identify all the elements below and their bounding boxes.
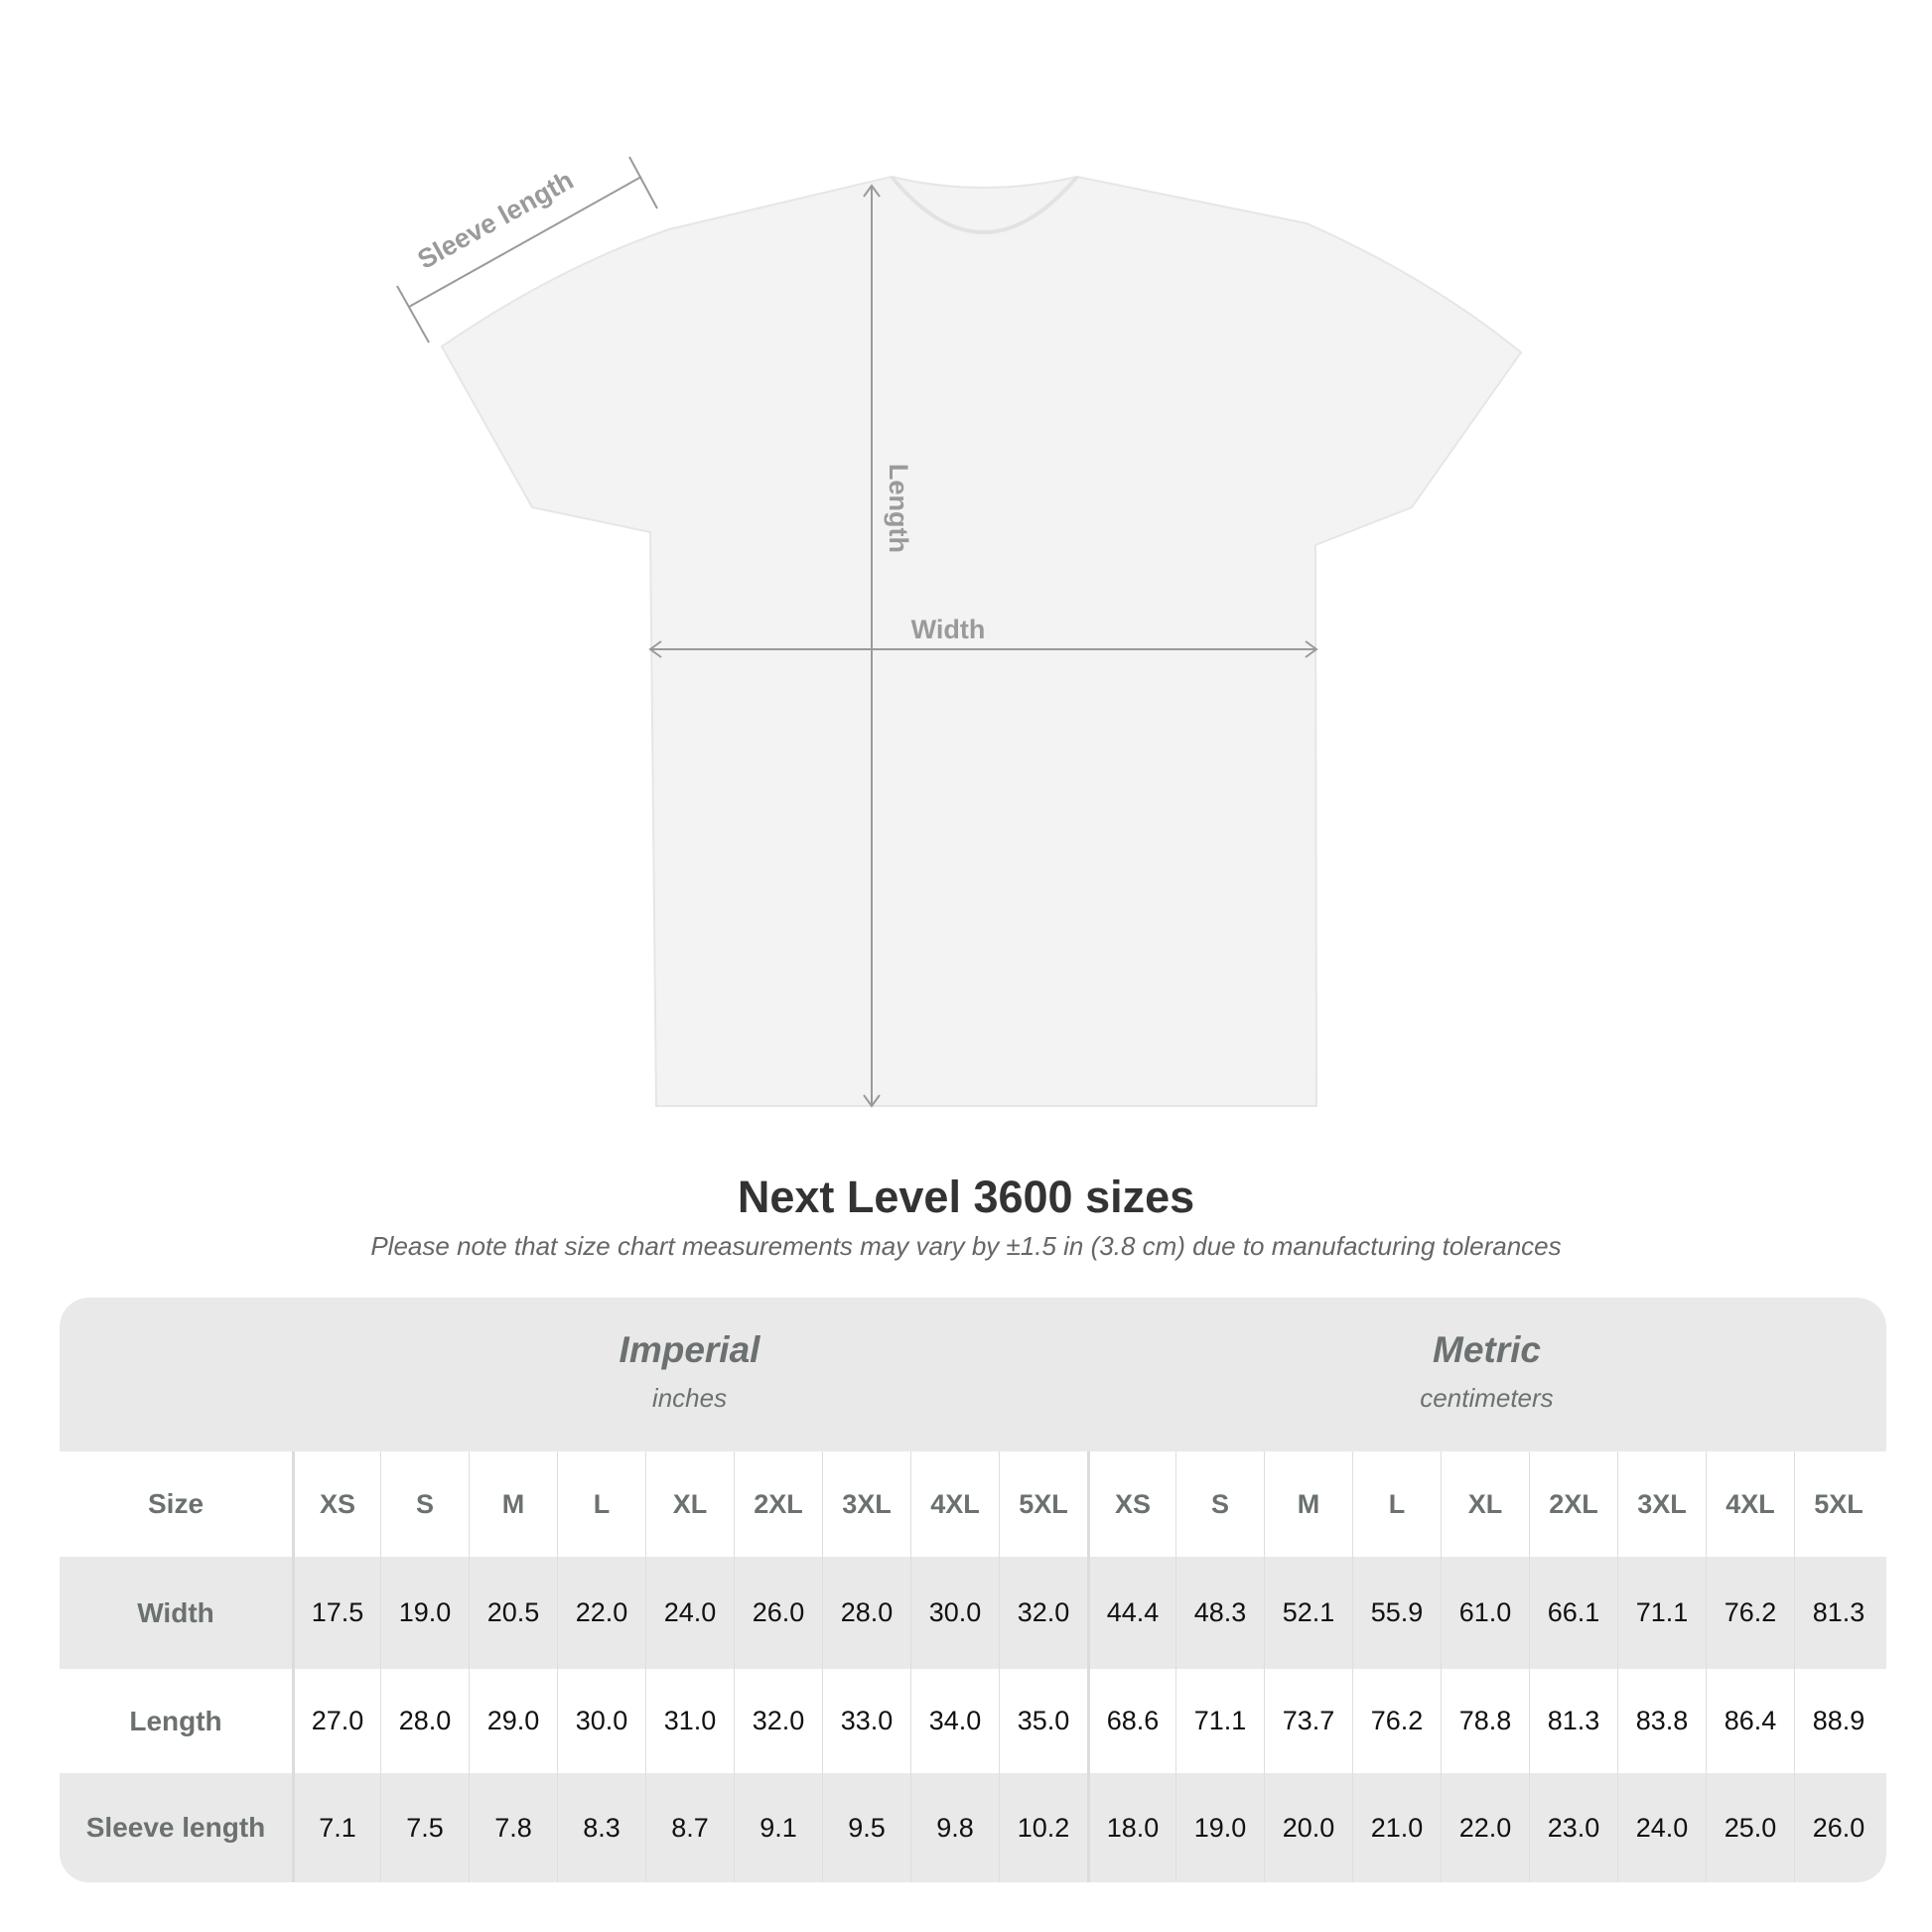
imperial-value-cell: 8.3 [557, 1773, 645, 1882]
metric-value-cell: 25.0 [1706, 1773, 1794, 1882]
tshirt-collar [890, 175, 1079, 234]
length-label: Length [884, 464, 913, 553]
metric-value-cell: 86.4 [1706, 1669, 1794, 1773]
size-header-cell: XS [292, 1451, 380, 1557]
imperial-value-cell: 31.0 [645, 1669, 734, 1773]
metric-value-cell: 81.3 [1529, 1669, 1617, 1773]
row-label: Size [147, 1488, 205, 1519]
metric-value-cell: 68.6 [1087, 1669, 1175, 1773]
imperial-header: Imperial inches [292, 1298, 1087, 1451]
size-header-cell: XS [1087, 1451, 1175, 1557]
size-header-cell: M [469, 1451, 557, 1557]
size-header-cell: 5XL [999, 1451, 1087, 1557]
metric-value-cell: 66.1 [1529, 1557, 1617, 1669]
size-header-cell: L [557, 1451, 645, 1557]
imperial-value-cell: 30.0 [910, 1557, 999, 1669]
size-header-cell: S [380, 1451, 469, 1557]
imperial-value-cell: 27.0 [292, 1669, 380, 1773]
width-label: Width [911, 615, 986, 644]
row-label: Width [137, 1596, 214, 1628]
imperial-value-cell: 19.0 [380, 1557, 469, 1669]
metric-value-cell: 71.1 [1617, 1557, 1706, 1669]
metric-value-cell: 61.0 [1441, 1557, 1529, 1669]
size-header-cell: 3XL [822, 1451, 910, 1557]
sleeve-measure-line [408, 176, 642, 308]
metric-value-cell: 26.0 [1794, 1773, 1882, 1882]
imperial-unit: inches [651, 1383, 728, 1413]
imperial-value-cell: 10.2 [999, 1773, 1087, 1882]
size-header-cell: 4XL [1706, 1451, 1794, 1557]
metric-value-cell: 21.0 [1352, 1773, 1441, 1882]
size-header-cell: S [1175, 1451, 1264, 1557]
metric-header: Metric centimeters [1087, 1298, 1886, 1451]
imperial-value-cell: 28.0 [380, 1669, 469, 1773]
imperial-value-cell: 33.0 [822, 1669, 910, 1773]
imperial-value-cell: 7.5 [380, 1773, 469, 1882]
size-header-cell: 3XL [1617, 1451, 1706, 1557]
metric-value-cell: 48.3 [1175, 1557, 1264, 1669]
metric-value-cell: 52.1 [1264, 1557, 1352, 1669]
row-label: Sleeve length [85, 1812, 266, 1843]
size-header-cell: 2XL [734, 1451, 822, 1557]
metric-value-cell: 19.0 [1175, 1773, 1264, 1882]
size-header-cell: L [1352, 1451, 1441, 1557]
imperial-value-cell: 29.0 [469, 1669, 557, 1773]
imperial-value-cell: 7.1 [292, 1773, 380, 1882]
metric-title: Metric [1433, 1329, 1541, 1370]
imperial-value-cell: 7.8 [469, 1773, 557, 1882]
metric-value-cell: 76.2 [1352, 1669, 1441, 1773]
metric-value-cell: 24.0 [1617, 1773, 1706, 1882]
tshirt-shape [440, 175, 1523, 1107]
size-header-cell: XL [645, 1451, 734, 1557]
imperial-value-cell: 26.0 [734, 1557, 822, 1669]
tolerance-note: Please note that size chart measurements… [370, 1231, 1562, 1261]
metric-value-cell: 20.0 [1264, 1773, 1352, 1882]
imperial-title: Imperial [619, 1329, 760, 1370]
metric-value-cell: 73.7 [1264, 1669, 1352, 1773]
imperial-value-cell: 9.1 [734, 1773, 822, 1882]
size-table: Imperial inches Metric centimeters Size X… [60, 1298, 1886, 1882]
imperial-value-cell: 35.0 [999, 1669, 1087, 1773]
table-row: Sleeve length 7.1 7.5 7.8 8.3 8.7 9.1 9.5 9.8 10.… [60, 1773, 1886, 1882]
imperial-value-cell: 32.0 [734, 1669, 822, 1773]
imperial-value-cell: 20.5 [469, 1557, 557, 1669]
metric-value-cell: 83.8 [1617, 1669, 1706, 1773]
size-header-cell: 5XL [1794, 1451, 1882, 1557]
imperial-value-cell: 34.0 [910, 1669, 999, 1773]
table-row: Length 27.0 28.0 29.0 30.0 31.0 32.0 33.0 34.0 35… [60, 1669, 1886, 1773]
page-title: Next Level 3600 sizes [737, 1172, 1195, 1222]
metric-value-cell: 55.9 [1352, 1557, 1441, 1669]
imperial-value-cell: 30.0 [557, 1669, 645, 1773]
table-row: Width 17.5 19.0 20.5 22.0 24.0 26.0 28.0 30.0 32.… [60, 1557, 1886, 1669]
metric-value-cell: 22.0 [1441, 1773, 1529, 1882]
imperial-value-cell: 9.5 [822, 1773, 910, 1882]
metric-value-cell: 44.4 [1087, 1557, 1175, 1669]
metric-value-cell: 18.0 [1087, 1773, 1175, 1882]
imperial-value-cell: 9.8 [910, 1773, 999, 1882]
size-header-cell: XL [1441, 1451, 1529, 1557]
row-label: Length [129, 1705, 222, 1736]
imperial-value-cell: 28.0 [822, 1557, 910, 1669]
imperial-value-cell: 17.5 [292, 1557, 380, 1669]
size-header-row: Size XS S M L XL 2XL 3XL 4XL 5XL XS S M L XL 2XL 3XL 4XL 5… [60, 1451, 1886, 1557]
metric-unit: centimeters [1420, 1383, 1554, 1413]
size-header-cell: 2XL [1529, 1451, 1617, 1557]
imperial-value-cell: 22.0 [557, 1557, 645, 1669]
metric-value-cell: 76.2 [1706, 1557, 1794, 1669]
size-header-cell: M [1264, 1451, 1352, 1557]
imperial-value-cell: 24.0 [645, 1557, 734, 1669]
metric-value-cell: 88.9 [1794, 1669, 1882, 1773]
imperial-value-cell: 32.0 [999, 1557, 1087, 1669]
imperial-value-cell: 8.7 [645, 1773, 734, 1882]
metric-value-cell: 23.0 [1529, 1773, 1617, 1882]
metric-value-cell: 71.1 [1175, 1669, 1264, 1773]
metric-value-cell: 78.8 [1441, 1669, 1529, 1773]
size-header-cell: 4XL [910, 1451, 999, 1557]
metric-value-cell: 81.3 [1794, 1557, 1882, 1669]
